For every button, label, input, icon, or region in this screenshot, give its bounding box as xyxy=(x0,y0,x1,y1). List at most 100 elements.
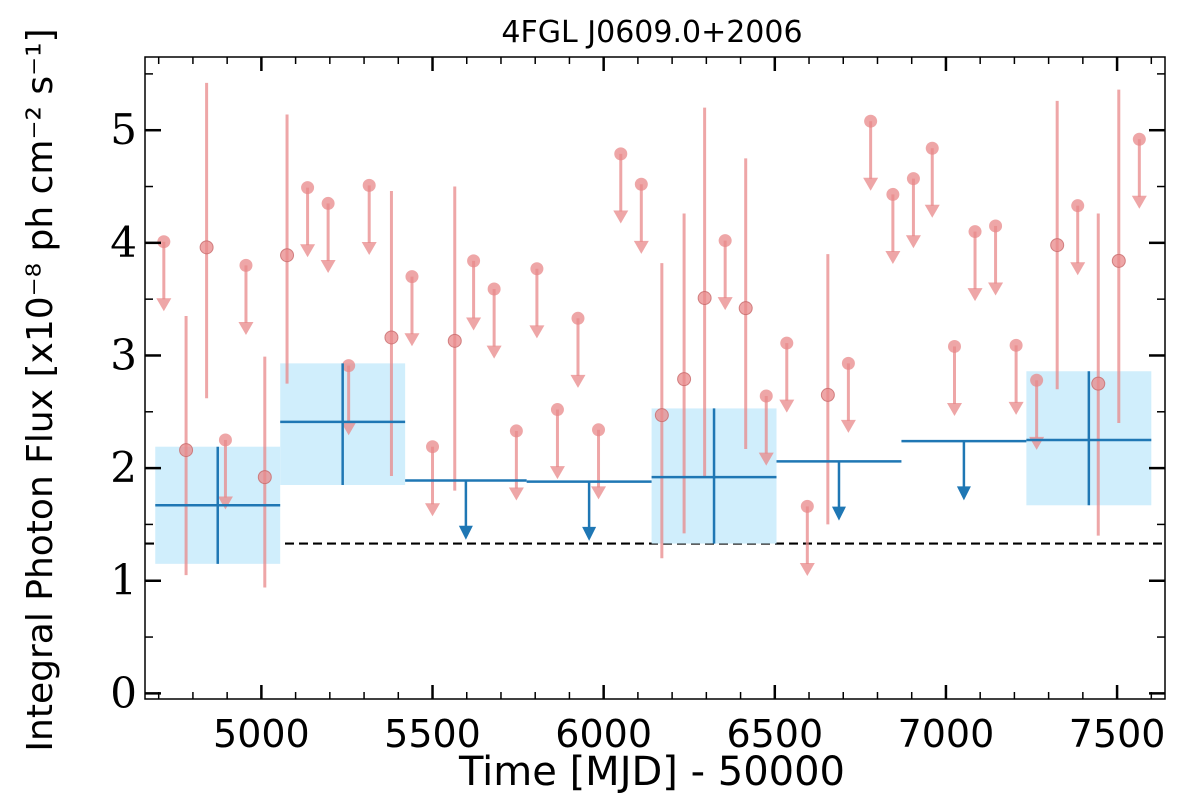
short-bin-upper-limit-marker xyxy=(1071,199,1085,213)
short-bin-upper-limit-marker xyxy=(571,311,585,325)
short-bin-upper-limit-marker xyxy=(218,433,232,447)
short-bin-upper-limit-arrow-head xyxy=(320,260,336,273)
short-bin-upper-limit-arrow-head xyxy=(1008,401,1024,415)
short-bin-detection-marker xyxy=(697,291,712,306)
short-bin-upper-limit-arrow-head xyxy=(529,325,545,339)
long-bin-points xyxy=(155,363,1152,564)
short-bin-upper-limit-arrow-head xyxy=(217,496,233,510)
long-bin-detection xyxy=(280,363,406,485)
short-bin-upper-limit xyxy=(1131,132,1147,209)
x-tick-label: 5500 xyxy=(384,712,481,756)
short-bin-detection xyxy=(179,316,194,576)
short-bin-upper-limit-marker xyxy=(947,339,961,353)
short-bin-points xyxy=(156,82,1147,588)
y-tick-label: 1 xyxy=(110,556,137,605)
short-bin-detection-marker xyxy=(1050,238,1065,253)
short-bin-upper-limit-arrow-head xyxy=(840,419,856,433)
short-bin-upper-limit-marker xyxy=(301,181,315,195)
short-bin-upper-limit-arrow-head xyxy=(799,562,815,576)
short-bin-upper-limit-marker xyxy=(509,424,523,438)
short-bin-upper-limit xyxy=(529,262,545,339)
short-bin-upper-limit-arrow-head xyxy=(885,250,901,264)
short-bin-detection-marker xyxy=(677,372,692,387)
short-bin-upper-limit-marker xyxy=(1009,338,1023,352)
short-bin-upper-limit xyxy=(1008,338,1024,415)
short-bin-upper-limit xyxy=(361,178,377,255)
short-bin-detection-marker xyxy=(820,387,835,402)
x-tick-labels: 5000 5500 6000 6500 7000 7500 xyxy=(213,712,1165,756)
short-bin-upper-limit xyxy=(508,424,524,501)
short-bin-upper-limit xyxy=(549,403,565,480)
short-bin-upper-limit xyxy=(238,258,254,335)
short-bin-upper-limit-marker xyxy=(989,219,1003,233)
short-bin-upper-limit-marker xyxy=(530,262,544,276)
short-bin-upper-limit-marker xyxy=(239,258,253,272)
short-bin-detection-marker xyxy=(738,301,753,316)
short-bin-upper-limit xyxy=(988,219,1004,296)
short-bin-upper-limit xyxy=(486,282,502,359)
x-axis-label: Time [MJD] - 50000 xyxy=(458,749,845,795)
short-bin-upper-limit xyxy=(840,356,856,433)
short-bin-detection-marker xyxy=(654,408,669,423)
short-bin-detection xyxy=(677,213,692,534)
short-bin-upper-limit-marker xyxy=(614,147,628,161)
short-bin-upper-limit xyxy=(341,359,357,436)
short-bin-upper-limit-arrow-head xyxy=(1070,262,1086,276)
short-bin-upper-limit-marker xyxy=(968,225,982,239)
short-bin-upper-limit-arrow-head xyxy=(238,321,254,335)
x-tick-label: 7500 xyxy=(1069,712,1166,756)
short-bin-detection-marker xyxy=(199,240,214,255)
short-bin-upper-limit-arrow-head xyxy=(863,177,879,191)
x-tick-label: 6000 xyxy=(555,712,652,756)
short-bin-upper-limit-arrow-head xyxy=(591,486,607,500)
short-bin-upper-limit-arrow-head xyxy=(570,374,586,388)
short-bin-detection-marker xyxy=(447,333,462,348)
short-bin-upper-limit-arrow-head xyxy=(425,503,441,517)
short-bin-upper-limit xyxy=(863,114,879,191)
short-bin-upper-limit-marker xyxy=(906,172,920,186)
long-bin-detection xyxy=(155,446,281,564)
short-bin-upper-limit-arrow-head xyxy=(758,452,774,466)
short-bin-upper-limit-arrow-head xyxy=(300,244,316,258)
y-axis-label: Integral Photon Flux [x10⁻⁸ ph cm⁻² s⁻¹] xyxy=(20,28,61,751)
short-bin-upper-limit-arrow-head xyxy=(988,282,1004,296)
short-bin-detection xyxy=(1091,213,1106,536)
long-bin-detection xyxy=(1026,371,1152,506)
short-bin-detection xyxy=(199,82,214,399)
short-bin-upper-limit-marker xyxy=(780,336,794,350)
short-bin-upper-limit-marker xyxy=(864,114,878,128)
short-bin-upper-limit-marker xyxy=(487,282,501,296)
long-bin-upper-limit xyxy=(526,480,652,541)
short-bin-detection-marker xyxy=(280,248,295,263)
chart-title: 4FGL J0609.0+2006 xyxy=(501,15,802,50)
short-bin-upper-limit xyxy=(946,339,962,417)
short-bin-upper-limit-marker xyxy=(841,356,855,370)
short-bin-detection xyxy=(697,107,712,478)
x-tick-label: 6500 xyxy=(726,712,823,756)
short-bin-detection xyxy=(1111,89,1126,424)
short-bin-upper-limit-arrow-head xyxy=(717,297,733,311)
short-bin-upper-limit-marker xyxy=(634,177,648,191)
long-bin-upper-limit xyxy=(405,479,527,540)
short-bin-upper-limit xyxy=(404,270,420,347)
y-tick-label: 0 xyxy=(110,668,137,717)
short-bin-upper-limit xyxy=(300,181,316,258)
short-bin-detection xyxy=(257,356,272,588)
long-bin-upper-limit-arrow-head xyxy=(458,525,473,540)
short-bin-upper-limit-arrow-head xyxy=(967,288,983,302)
short-bin-upper-limit xyxy=(217,433,233,510)
short-bin-upper-limit xyxy=(613,147,629,224)
short-bin-upper-limit-arrow-head xyxy=(466,317,482,331)
short-bin-upper-limit-arrow-head xyxy=(361,241,377,255)
short-bin-upper-limit-marker xyxy=(405,270,419,284)
short-bin-upper-limit-marker xyxy=(718,234,732,248)
short-bin-detection-marker xyxy=(257,470,272,485)
short-bin-upper-limit xyxy=(633,177,649,254)
short-bin-upper-limit xyxy=(905,172,921,249)
short-bin-upper-limit-arrow-head xyxy=(404,333,420,347)
short-bin-upper-limit-marker xyxy=(362,178,376,192)
short-bin-upper-limit xyxy=(779,336,795,413)
short-bin-upper-limit xyxy=(425,440,441,517)
